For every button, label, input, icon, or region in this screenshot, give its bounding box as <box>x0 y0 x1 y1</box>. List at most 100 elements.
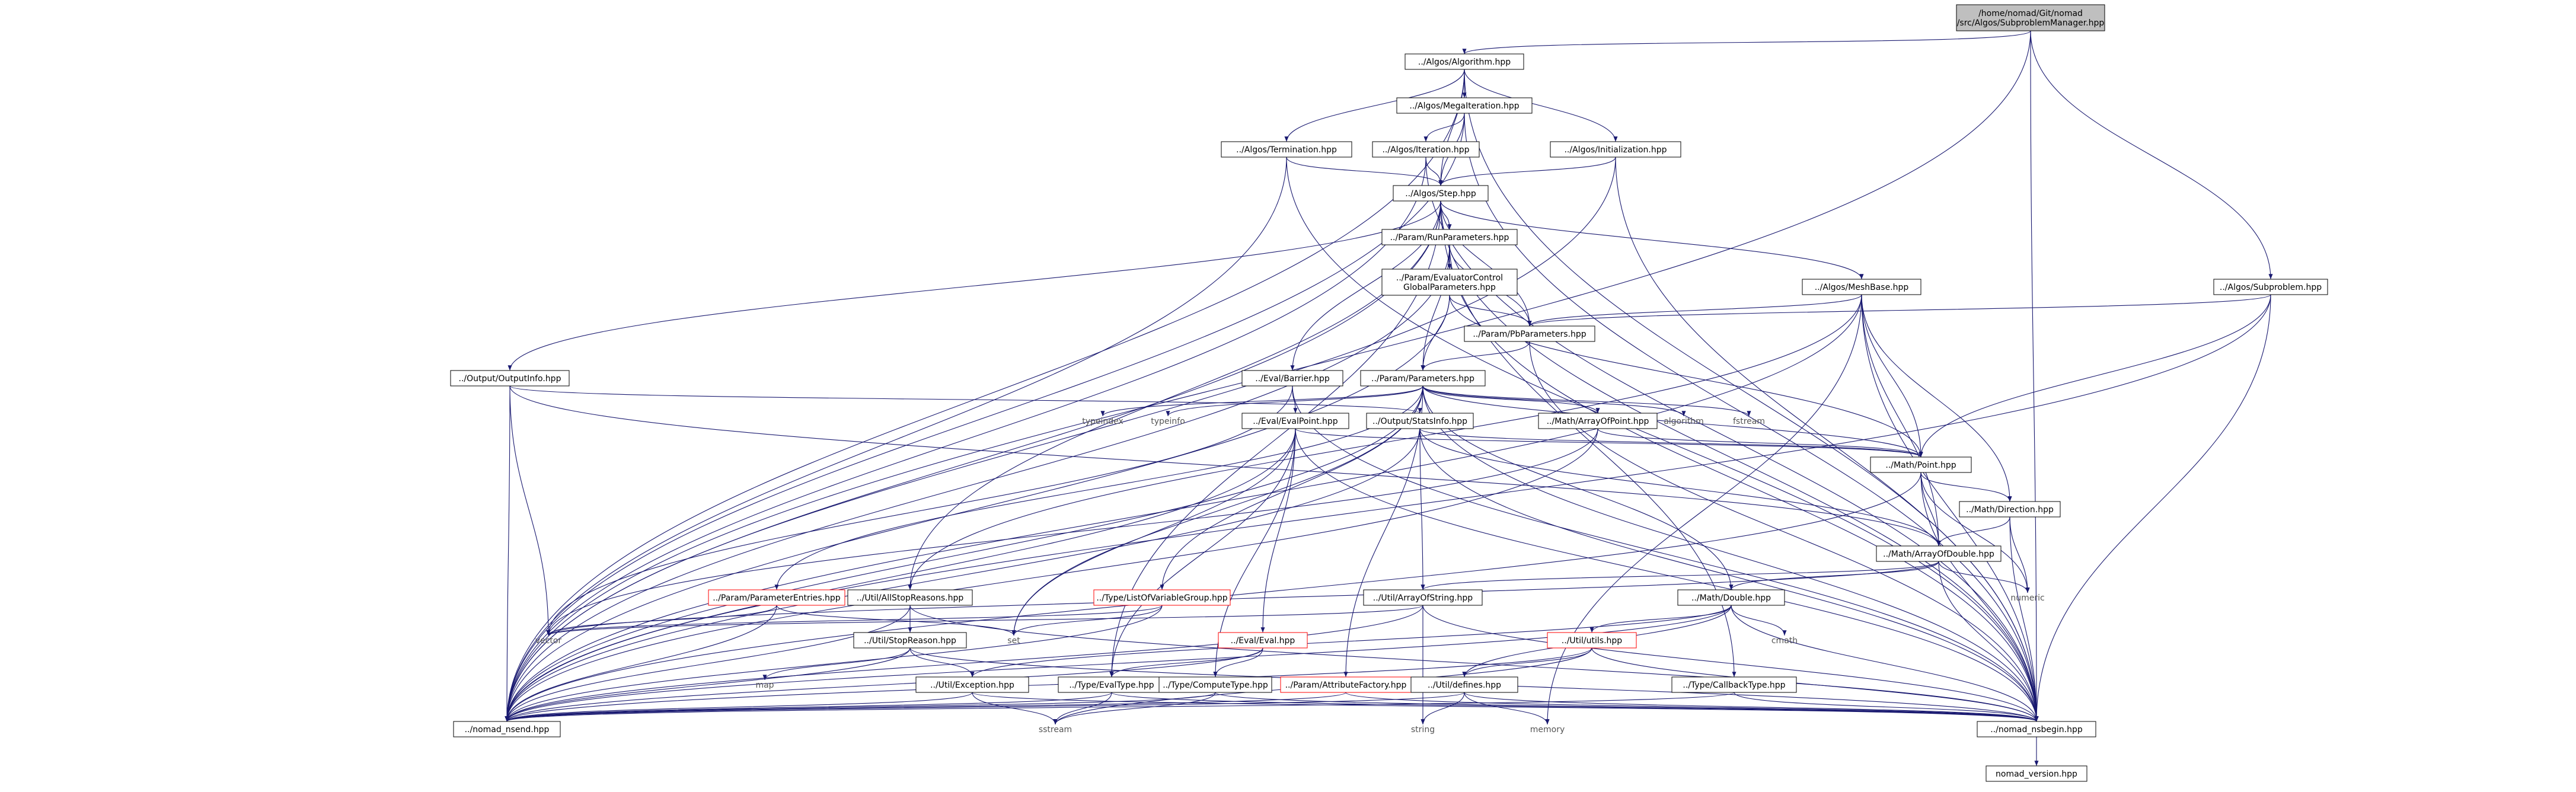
node-algorithm_hpp[interactable]: ../Algos/Algorithm.hpp <box>1404 53 1524 70</box>
edge-attrfactory-to-nomad_nsend <box>505 692 1346 722</box>
node-eval[interactable]: ../Eval/Eval.hpp <box>1218 632 1308 649</box>
edge-algorithm_hpp-to-termination <box>1284 69 1465 142</box>
edge-pbparams-to-nomad_nsbegin <box>1529 341 2039 722</box>
edge-arrayofpoint-to-point <box>1597 428 1923 458</box>
node-label-memory: memory <box>1530 725 1565 734</box>
node-barrier[interactable]: ../Eval/Barrier.hpp <box>1241 370 1343 387</box>
node-allstopreasons[interactable]: ../Util/AllStopReasons.hpp <box>847 589 973 606</box>
edge-runparams-to-nomad_nsbegin <box>1449 244 2039 722</box>
node-subproblem[interactable]: ../Algos/Subproblem.hpp <box>2213 279 2328 295</box>
node-termination[interactable]: ../Algos/Termination.hpp <box>1221 141 1352 158</box>
node-box-termination <box>1221 141 1352 158</box>
node-label-step: ../Algos/Step.hpp <box>1405 189 1476 199</box>
node-initialization[interactable]: ../Algos/Initialization.hpp <box>1550 141 1681 158</box>
node-cmath: cmath <box>1771 636 1798 646</box>
node-label-arrayofpoint: ../Math/ArrayOfPoint.hpp <box>1547 417 1649 426</box>
edge-barrier-to-nomad_nsbegin <box>1292 385 2039 722</box>
edge-stopreason-to-map <box>762 647 911 681</box>
node-exception[interactable]: ../Util/Exception.hpp <box>915 676 1029 693</box>
node-direction[interactable]: ../Math/Direction.hpp <box>1959 501 2061 518</box>
edge-runparams-to-parameters <box>1421 244 1450 371</box>
edge-callbacktype-to-nomad_nsbegin <box>1734 692 2039 722</box>
node-label-typeinfo: typeinfo <box>1151 417 1185 426</box>
node-label-statsinfo: ../Output/StatsInfo.hpp <box>1372 417 1467 426</box>
node-box-listofvar <box>1093 589 1231 606</box>
node-attrfactory[interactable]: ../Param/AttributeFactory.hpp <box>1280 676 1412 693</box>
edge-evaltype-to-nomad_nsend <box>505 692 1112 722</box>
node-arrayofpoint[interactable]: ../Math/ArrayOfPoint.hpp <box>1538 413 1658 429</box>
node-point[interactable]: ../Math/Point.hpp <box>1870 456 1972 473</box>
node-box-arrayofstring <box>1363 589 1483 606</box>
edge-arrayofstring-to-nomad_nsend <box>505 605 1423 722</box>
node-typeindex: typeindex <box>1082 417 1123 426</box>
edge-barrier-to-vector <box>546 385 1293 636</box>
node-box-statsinfo <box>1366 413 1474 429</box>
node-label-direction: ../Math/Direction.hpp <box>1966 505 2054 515</box>
edge-subproblem-to-point <box>1919 294 2271 458</box>
node-outputinfo[interactable]: ../Output/OutputInfo.hpp <box>450 370 570 387</box>
node-nomad_version[interactable]: nomad_version.hpp <box>1986 765 2087 782</box>
edge-outputinfo-to-nomad_nsend <box>505 385 510 722</box>
edge-parameters-to-typeindex <box>1100 385 1423 417</box>
node-string: string <box>1411 725 1435 734</box>
node-box-callbacktype <box>1671 676 1797 693</box>
edge-step-to-allstopreasons <box>908 200 1441 590</box>
edge-arrayofpoint-to-nomad_nsend <box>505 428 1598 722</box>
node-meshbase[interactable]: ../Algos/MeshBase.hpp <box>1802 279 1921 295</box>
node-listofvar[interactable]: ../Type/ListOfVariableGroup.hpp <box>1093 589 1231 606</box>
node-label-string: string <box>1411 725 1435 734</box>
edge-direction-to-nomad_nsbegin <box>2009 516 2039 722</box>
node-label-paramentries: ../Param/ParameterEntries.hpp <box>713 593 841 603</box>
edge-statsinfo-to-nomad_nsbegin <box>1419 428 2039 722</box>
edge-meshbase-to-nomad_nsbegin <box>1861 294 2039 722</box>
edge-arrayofstring-to-vector <box>546 605 1423 636</box>
node-callbacktype[interactable]: ../Type/CallbackType.hpp <box>1671 676 1797 693</box>
node-double[interactable]: ../Math/Double.hpp <box>1677 589 1785 606</box>
node-arrayofstring[interactable]: ../Util/ArrayOfString.hpp <box>1363 589 1483 606</box>
edge-eval-to-evaltype <box>1109 647 1263 678</box>
node-runparams[interactable]: ../Param/RunParameters.hpp <box>1381 229 1518 245</box>
node-label-parameters: ../Param/Parameters.hpp <box>1371 374 1474 384</box>
node-iteration[interactable]: ../Algos/Iteration.hpp <box>1372 141 1480 158</box>
node-statsinfo[interactable]: ../Output/StatsInfo.hpp <box>1366 413 1474 429</box>
node-box-paramentries <box>708 589 845 606</box>
node-box-utils <box>1547 632 1637 649</box>
edge-double-to-exception <box>970 605 1732 678</box>
node-utils[interactable]: ../Util/utils.hpp <box>1547 632 1637 649</box>
edge-arrayofdouble-to-arrayofstring <box>1421 561 1939 590</box>
node-computetype[interactable]: ../Type/ComputeType.hpp <box>1158 676 1272 693</box>
edge-parameters-to-arrayofpoint <box>1422 385 1600 414</box>
node-label-meshbase: ../Algos/MeshBase.hpp <box>1815 283 1909 292</box>
node-label-arrayofstring: ../Util/ArrayOfString.hpp <box>1373 593 1473 603</box>
node-label-runparams: ../Param/RunParameters.hpp <box>1390 233 1509 242</box>
edge-step-to-nomad_nsend <box>505 200 1441 722</box>
node-box-algorithm_hpp <box>1404 53 1524 70</box>
edge-direction-to-numeric <box>2009 516 2030 593</box>
edge-paramentries-to-vector <box>546 605 777 636</box>
node-label-stopreason: ../Util/StopReason.hpp <box>864 636 956 646</box>
node-stopreason[interactable]: ../Util/StopReason.hpp <box>853 632 967 649</box>
node-box-pbparams <box>1464 325 1595 342</box>
edge-outputinfo-to-vector <box>509 385 551 636</box>
node-root[interactable]: /home/nomad/Git/nomad/src/Algos/Subprobl… <box>1956 4 2105 31</box>
edge-allstopreasons-to-nomad_nsend <box>505 605 911 722</box>
edge-computetype-to-nomad_nsend <box>505 692 1216 722</box>
node-label-barrier: ../Eval/Barrier.hpp <box>1255 374 1330 384</box>
node-pbparams[interactable]: ../Param/PbParameters.hpp <box>1464 325 1595 342</box>
node-megaiteration[interactable]: ../Algos/MegaIteration.hpp <box>1396 97 1533 114</box>
node-nomad_nsbegin[interactable]: ../nomad_nsbegin.hpp <box>1977 721 2096 737</box>
node-parameters[interactable]: ../Param/Parameters.hpp <box>1360 370 1486 387</box>
node-arrayofdouble[interactable]: ../Math/ArrayOfDouble.hpp <box>1876 545 2002 562</box>
node-evalpoint[interactable]: ../Eval/EvalPoint.hpp <box>1241 413 1349 429</box>
node-evaltype[interactable]: ../Type/EvalType.hpp <box>1058 676 1166 693</box>
edge-arrayofpoint-to-vector <box>546 428 1598 636</box>
node-paramentries[interactable]: ../Param/ParameterEntries.hpp <box>708 589 845 606</box>
node-evalcontrol[interactable]: ../Param/EvaluatorControlGlobalParameter… <box>1381 269 1518 296</box>
node-nomad_nsend[interactable]: ../nomad_nsend.hpp <box>453 721 561 737</box>
node-step[interactable]: ../Algos/Step.hpp <box>1393 185 1489 202</box>
node-label-defines: ../Util/defines.hpp <box>1428 681 1501 690</box>
edge-attrfactory-to-nomad_nsbegin <box>1345 692 2039 722</box>
edge-exception-to-nomad_nsbegin <box>972 692 2038 722</box>
node-defines[interactable]: ../Util/defines.hpp <box>1410 676 1518 693</box>
node-label-pbparams: ../Param/PbParameters.hpp <box>1473 330 1586 339</box>
